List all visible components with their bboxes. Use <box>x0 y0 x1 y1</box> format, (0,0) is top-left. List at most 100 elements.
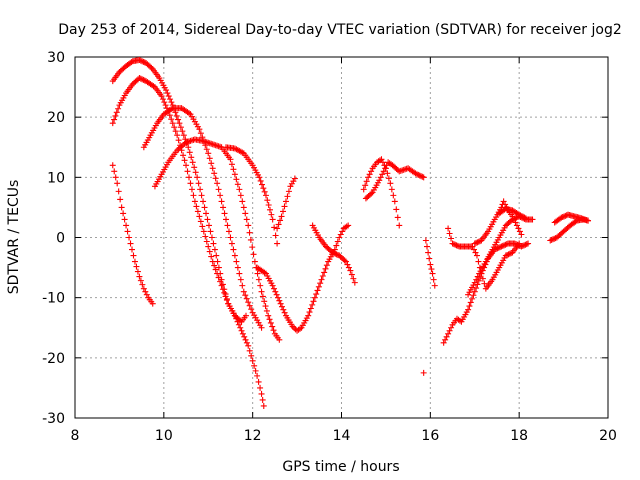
data-point <box>471 288 478 295</box>
data-point <box>191 164 198 171</box>
data-point <box>366 171 373 178</box>
y-tick-label: -20 <box>42 351 65 367</box>
data-point <box>231 252 238 259</box>
data-point <box>345 264 352 271</box>
data-point <box>208 253 215 260</box>
data-point <box>196 213 203 220</box>
data-point <box>415 171 422 178</box>
data-point <box>250 251 257 258</box>
data-point <box>143 291 150 298</box>
data-point <box>228 161 235 168</box>
data-point <box>529 216 536 223</box>
data-point <box>246 229 253 236</box>
data-point <box>498 243 505 250</box>
data-point <box>512 219 519 226</box>
data-point <box>466 303 473 310</box>
data-point <box>112 112 119 119</box>
data-point <box>233 258 240 265</box>
data-point <box>177 124 184 131</box>
data-point <box>243 216 250 223</box>
data-point <box>262 192 269 199</box>
data-point <box>203 238 210 245</box>
data-point <box>258 288 265 295</box>
data-point <box>269 216 276 223</box>
series-arc-2 <box>109 75 267 409</box>
x-tick-label: 14 <box>333 428 351 444</box>
data-point <box>173 112 180 119</box>
data-point <box>473 252 480 259</box>
data-point <box>362 182 369 189</box>
data-point <box>211 246 218 253</box>
data-point <box>109 162 116 169</box>
data-point <box>133 263 140 270</box>
data-point <box>230 166 237 173</box>
x-tick-label: 16 <box>421 428 439 444</box>
data-point <box>273 291 280 298</box>
data-point <box>548 236 555 243</box>
data-point <box>452 241 459 248</box>
data-point <box>209 165 216 172</box>
data-point <box>231 171 238 178</box>
x-tick-label: 10 <box>155 428 173 444</box>
data-point <box>149 300 156 307</box>
data-point <box>159 96 166 103</box>
data-point <box>246 347 253 354</box>
data-point <box>221 210 228 217</box>
data-point <box>194 208 201 215</box>
data-point <box>197 218 204 225</box>
data-point <box>111 168 118 175</box>
data-point <box>257 282 264 289</box>
data-point <box>448 235 455 242</box>
data-point <box>525 240 532 247</box>
data-point <box>330 250 337 257</box>
data-point <box>148 64 155 71</box>
data-point <box>180 152 187 159</box>
data-point <box>368 168 375 175</box>
data-point <box>115 188 122 195</box>
data-point <box>167 96 174 103</box>
data-point <box>424 243 431 250</box>
data-point <box>241 333 248 340</box>
data-point <box>276 336 283 343</box>
data-point <box>427 261 434 268</box>
data-point <box>131 258 138 265</box>
data-point <box>181 157 188 164</box>
axis-layer: 8 10 12 14 16 18 20 -30 -20 -10 0 10 20 30 <box>42 50 617 444</box>
data-point <box>239 282 246 289</box>
data-point <box>368 190 375 197</box>
y-tick-label: -10 <box>42 291 65 307</box>
data-point <box>314 287 321 294</box>
data-point <box>204 216 211 223</box>
data-point <box>180 132 187 139</box>
data-point <box>509 213 516 220</box>
data-point <box>506 250 513 257</box>
data-point <box>381 162 388 169</box>
data-point <box>189 159 196 166</box>
data-point <box>475 258 482 265</box>
data-point <box>234 181 241 188</box>
data-point <box>254 372 261 379</box>
data-point <box>379 159 386 166</box>
data-point <box>211 170 218 177</box>
data-point <box>523 241 530 248</box>
data-point <box>445 225 452 232</box>
data-point <box>272 288 279 295</box>
data-point <box>123 222 130 229</box>
data-point <box>214 258 221 265</box>
data-point <box>190 192 197 199</box>
data-point <box>318 276 325 283</box>
data-point <box>347 267 354 274</box>
data-point <box>192 169 199 176</box>
data-point <box>259 293 266 300</box>
data-point <box>117 196 124 203</box>
data-point <box>161 99 168 106</box>
data-point <box>251 258 258 265</box>
data-point <box>256 174 263 181</box>
data-point <box>522 215 529 222</box>
data-point <box>142 288 149 295</box>
data-point <box>420 174 427 181</box>
data-point <box>585 217 592 224</box>
data-point <box>558 214 565 221</box>
data-point <box>228 240 235 247</box>
